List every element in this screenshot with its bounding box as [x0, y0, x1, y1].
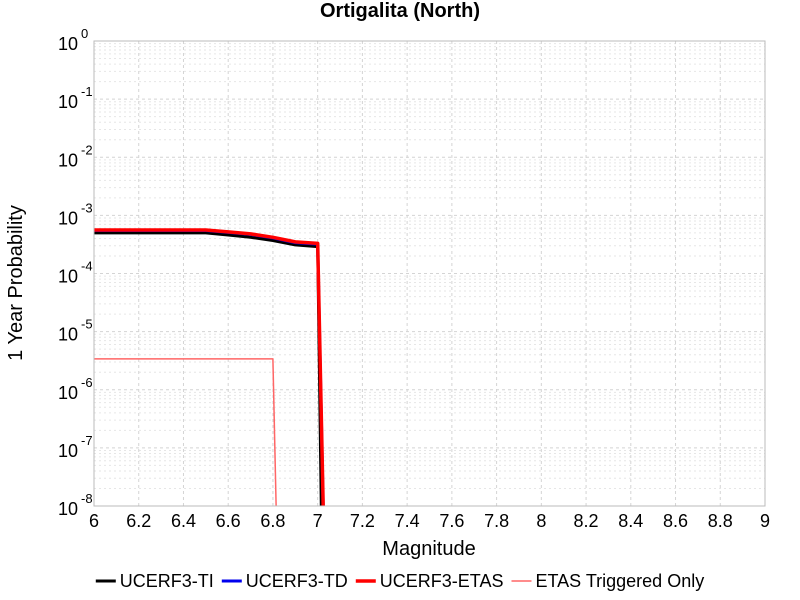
- y-tick-exponent: -3: [81, 200, 93, 215]
- legend-label: UCERF3-ETAS: [380, 571, 504, 591]
- y-tick-base: 10: [58, 499, 78, 519]
- y-tick-base: 10: [58, 325, 78, 345]
- y-tick-label: 10-7: [58, 433, 93, 461]
- y-tick-label: 10-1: [58, 84, 93, 112]
- x-tick-label: 6: [89, 511, 99, 531]
- y-tick-exponent: 0: [81, 26, 88, 41]
- legend-label: ETAS Triggered Only: [535, 571, 704, 591]
- y-axis-label: 1 Year Probability: [5, 205, 27, 361]
- y-tick-base: 10: [58, 441, 78, 461]
- y-tick-label: 10-6: [58, 375, 93, 403]
- y-tick-label: 10-4: [58, 259, 93, 287]
- x-tick-label: 8.8: [708, 511, 733, 531]
- legend-label: UCERF3-TI: [120, 571, 214, 591]
- legend-label: UCERF3-TD: [246, 571, 348, 591]
- x-tick-label: 6.8: [260, 511, 285, 531]
- x-tick-label: 6.6: [216, 511, 241, 531]
- legend-item: UCERF3-TD: [221, 571, 348, 591]
- y-tick-base: 10: [58, 208, 78, 228]
- x-tick-label: 7: [313, 511, 323, 531]
- x-tick-label: 9: [760, 511, 770, 531]
- y-tick-exponent: -2: [81, 142, 93, 157]
- x-tick-label: 8: [536, 511, 546, 531]
- y-tick-base: 10: [58, 383, 78, 403]
- y-tick-base: 10: [58, 267, 78, 287]
- y-tick-exponent: -1: [81, 84, 93, 99]
- series-line-etas-triggered-only: [94, 358, 277, 506]
- x-tick-labels: 6 6.2 6.4 6.6 6.8 7 7.2 7.4 7.6 7.8 8 8.2 8.4 8.6 8.8 9: [89, 511, 770, 531]
- x-axis-label: Magnitude: [382, 538, 475, 560]
- x-tick-label: 8.6: [663, 511, 688, 531]
- series-line-ucerf3-etas: [94, 228, 325, 506]
- y-tick-exponent: -7: [81, 433, 93, 448]
- y-tick-label: 10-5: [58, 317, 93, 345]
- y-tick-label: 10-8: [58, 491, 93, 519]
- x-tick-label: 6.4: [171, 511, 196, 531]
- series-layer: [94, 228, 325, 506]
- y-tick-base: 10: [58, 34, 78, 54]
- legend-item: UCERF3-ETAS: [355, 571, 504, 591]
- x-tick-label: 7.4: [395, 511, 420, 531]
- y-tick-label: 10-2: [58, 142, 93, 170]
- y-tick-base: 10: [58, 150, 78, 170]
- y-tick-base: 10: [58, 92, 78, 112]
- legend: UCERF3-TI UCERF3-TD UCERF3-ETAS ETAS Trigge…: [95, 571, 704, 591]
- x-tick-label: 6.2: [126, 511, 151, 531]
- x-tick-label: 8.4: [618, 511, 643, 531]
- chart-title: Ortigalita (North): [320, 0, 480, 22]
- series-line-ucerf3-ti: [94, 231, 323, 506]
- y-tick-exponent: -8: [81, 491, 93, 506]
- x-tick-label: 7.8: [484, 511, 509, 531]
- legend-item: UCERF3-TI: [95, 571, 214, 591]
- y-tick-label: 10-3: [58, 200, 93, 228]
- legend-item: ETAS Triggered Only: [511, 571, 704, 591]
- grid: [93, 40, 766, 507]
- y-tick-exponent: -6: [81, 375, 93, 390]
- plot-frame: [93, 40, 766, 507]
- x-tick-label: 7.6: [439, 511, 464, 531]
- y-tick-label: 100: [58, 26, 88, 54]
- x-tick-label: 7.2: [350, 511, 375, 531]
- y-tick-exponent: -4: [81, 259, 93, 274]
- x-tick-label: 8.2: [574, 511, 599, 531]
- y-tick-exponent: -5: [81, 317, 93, 332]
